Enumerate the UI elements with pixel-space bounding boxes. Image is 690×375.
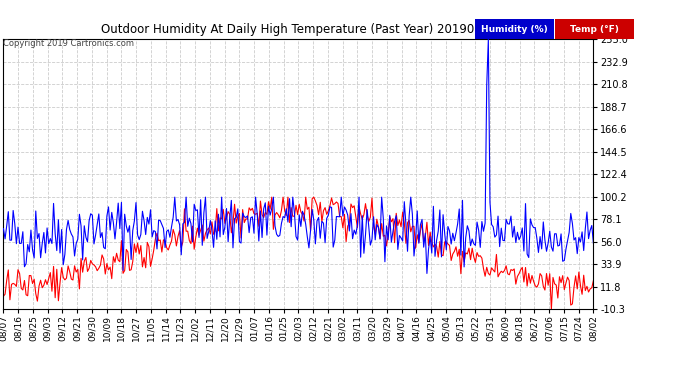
Text: Humidity (%): Humidity (%) — [481, 25, 548, 34]
Title: Outdoor Humidity At Daily High Temperature (Past Year) 20190807: Outdoor Humidity At Daily High Temperatu… — [101, 22, 496, 36]
Text: Temp (°F): Temp (°F) — [570, 25, 619, 34]
Text: Copyright 2019 Cartronics.com: Copyright 2019 Cartronics.com — [3, 39, 135, 48]
